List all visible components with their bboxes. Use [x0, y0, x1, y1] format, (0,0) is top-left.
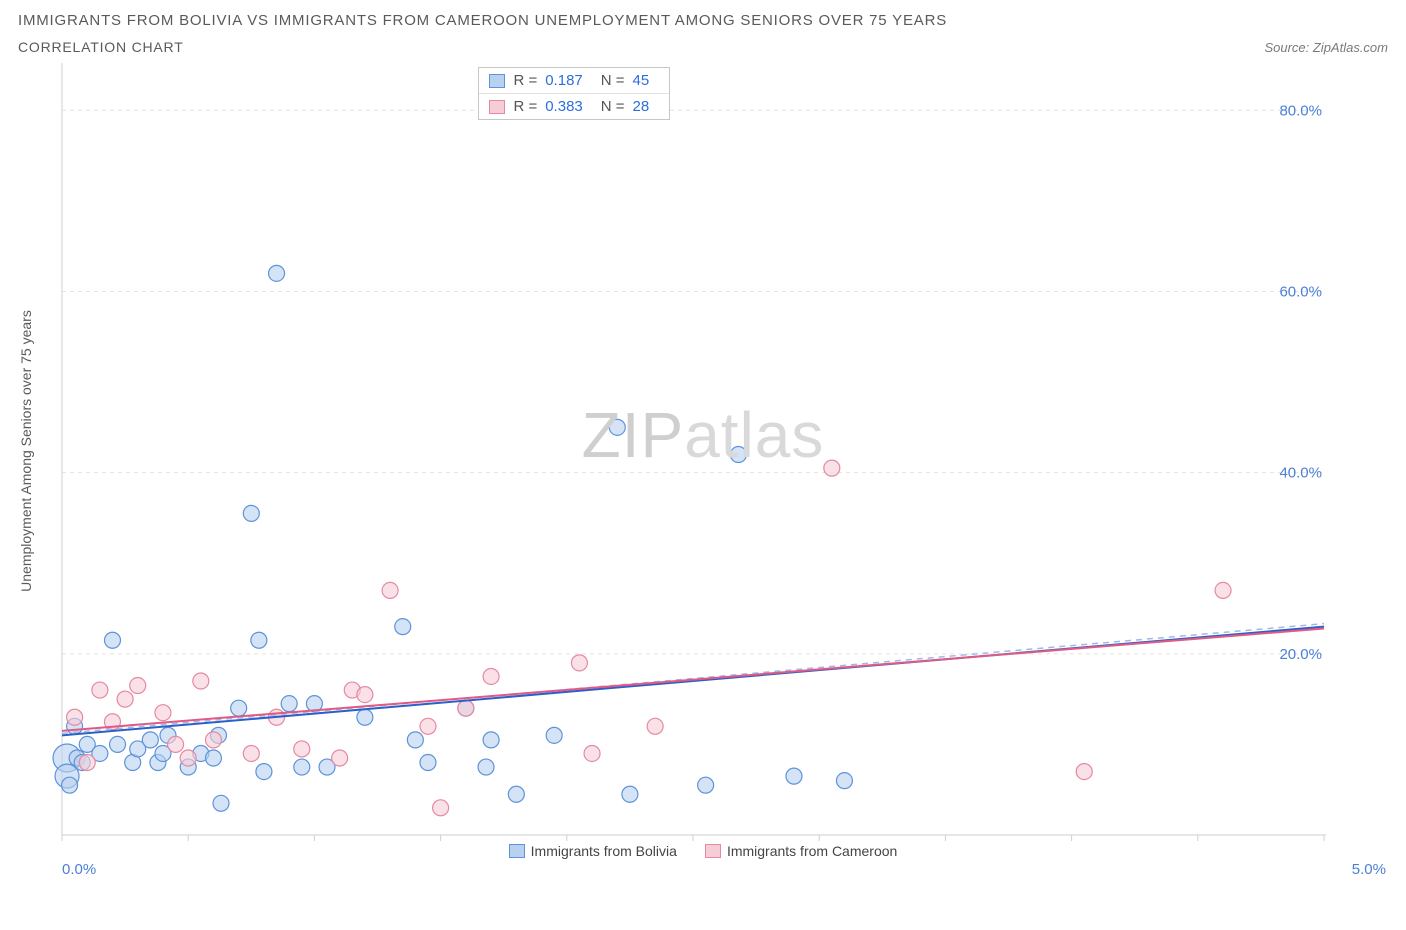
data-point: [205, 732, 221, 748]
data-point: [433, 800, 449, 816]
data-point: [142, 732, 158, 748]
data-point: [420, 718, 436, 734]
data-point: [357, 687, 373, 703]
data-point: [294, 759, 310, 775]
data-point: [730, 447, 746, 463]
data-point: [824, 460, 840, 476]
data-point: [67, 709, 83, 725]
stats-row: R =0.383N =28: [479, 93, 669, 119]
data-point: [117, 691, 133, 707]
data-point: [622, 786, 638, 802]
data-point: [281, 696, 297, 712]
data-point: [698, 777, 714, 793]
data-point: [256, 764, 272, 780]
chart-area: Unemployment Among Seniors over 75 years…: [18, 61, 1388, 841]
data-point: [213, 795, 229, 811]
data-point: [407, 732, 423, 748]
svg-text:80.0%: 80.0%: [1279, 102, 1322, 119]
scatter-plot: 20.0% 40.0% 60.0% 80.0%: [18, 61, 1328, 841]
data-point: [508, 786, 524, 802]
data-point: [294, 741, 310, 757]
data-point: [382, 582, 398, 598]
data-point: [251, 632, 267, 648]
header: IMMIGRANTS FROM BOLIVIA VS IMMIGRANTS FR…: [18, 12, 1388, 55]
data-point: [395, 619, 411, 635]
data-point: [584, 745, 600, 761]
svg-text:20.0%: 20.0%: [1279, 646, 1322, 663]
data-point: [269, 265, 285, 281]
legend-item: Immigrants from Cameroon: [705, 843, 897, 859]
stats-legend-box: R =0.187N =45R =0.383N =28: [478, 67, 670, 120]
data-point: [483, 668, 499, 684]
data-point: [180, 750, 196, 766]
data-point: [483, 732, 499, 748]
data-point: [357, 709, 373, 725]
x-axis-scale: 0.0% 5.0%: [18, 861, 1388, 878]
data-point: [193, 673, 209, 689]
page-subtitle: CORRELATION CHART: [18, 39, 184, 55]
legend-item: Immigrants from Bolivia: [509, 843, 677, 859]
data-point: [205, 750, 221, 766]
data-point: [110, 736, 126, 752]
data-point: [155, 705, 171, 721]
data-point: [1215, 582, 1231, 598]
data-point: [243, 505, 259, 521]
y-axis-title: Unemployment Among Seniors over 75 years: [18, 310, 34, 592]
svg-text:40.0%: 40.0%: [1279, 465, 1322, 482]
data-point: [571, 655, 587, 671]
data-point: [243, 745, 259, 761]
data-point: [168, 736, 184, 752]
data-point: [332, 750, 348, 766]
data-point: [231, 700, 247, 716]
data-point: [130, 678, 146, 694]
x-max-label: 5.0%: [1352, 861, 1386, 878]
page-title: IMMIGRANTS FROM BOLIVIA VS IMMIGRANTS FR…: [18, 12, 1388, 29]
x-min-label: 0.0%: [62, 861, 96, 878]
data-point: [62, 777, 78, 793]
data-point: [104, 632, 120, 648]
data-point: [458, 700, 474, 716]
data-point: [836, 773, 852, 789]
data-point: [478, 759, 494, 775]
series-legend: Immigrants from Bolivia Immigrants from C…: [18, 843, 1388, 859]
data-point: [92, 682, 108, 698]
data-point: [546, 727, 562, 743]
source-label: Source: ZipAtlas.com: [1264, 40, 1388, 55]
data-point: [609, 419, 625, 435]
data-point: [79, 755, 95, 771]
data-point: [647, 718, 663, 734]
stats-row: R =0.187N =45: [479, 68, 669, 93]
svg-text:60.0%: 60.0%: [1279, 283, 1322, 300]
data-point: [1076, 764, 1092, 780]
data-point: [786, 768, 802, 784]
data-point: [420, 755, 436, 771]
